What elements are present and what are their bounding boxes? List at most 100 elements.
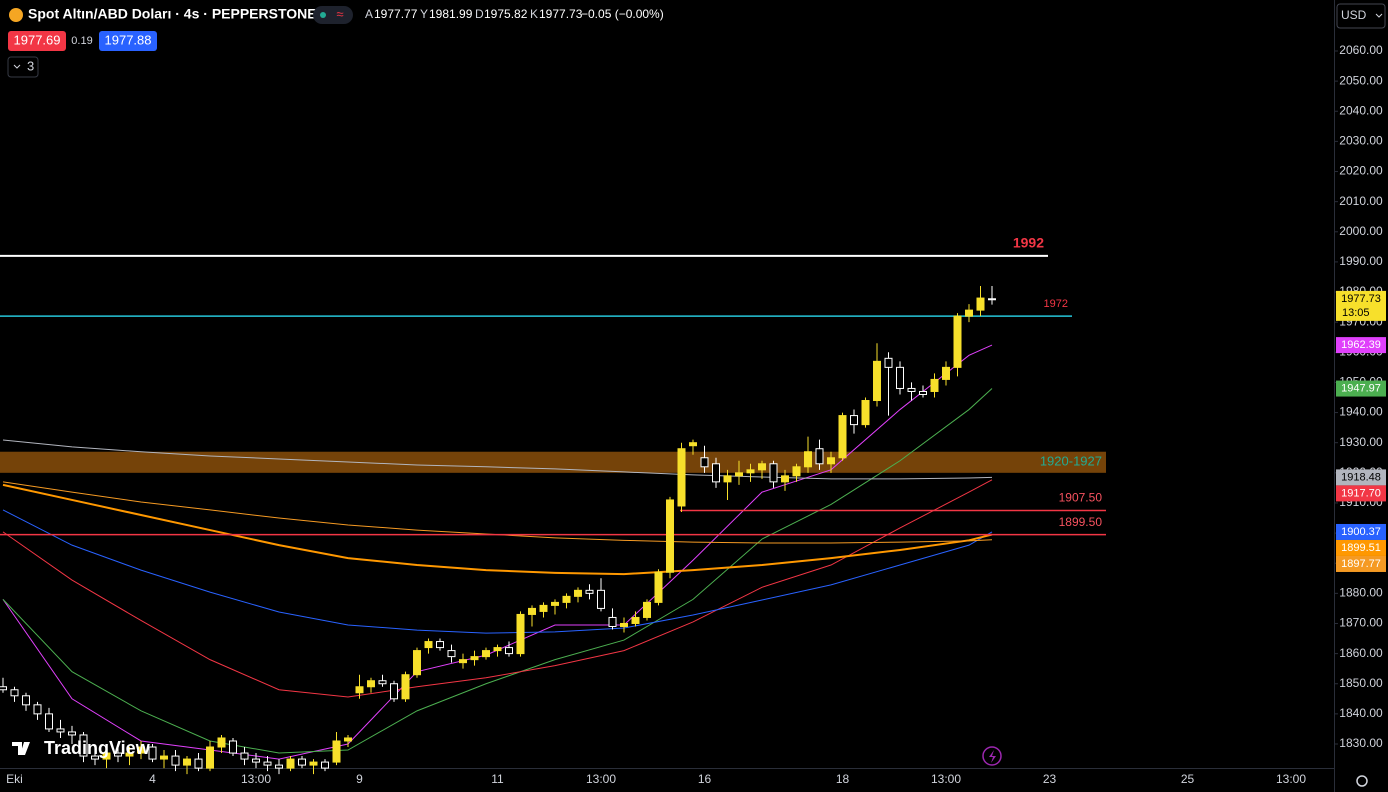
brand: TradingView [44, 738, 151, 758]
settings-icon[interactable] [1356, 775, 1368, 787]
candle-body [160, 755, 168, 760]
candle-body [585, 589, 594, 594]
candle-body [988, 298, 996, 301]
candle-body [482, 650, 490, 658]
candle-body [206, 746, 214, 769]
candle-body [56, 728, 65, 733]
price-tag-label: 1947.97 [1341, 382, 1381, 394]
ohlc-value: 1981.99 [429, 7, 473, 21]
brand-logo [12, 742, 30, 755]
countdown: 13:05 [1342, 307, 1370, 319]
price-tag-label: 1899.51 [1341, 542, 1381, 554]
candle-body [240, 752, 249, 760]
symbol-icon [9, 8, 23, 22]
y-tick-label: 2050.00 [1339, 73, 1383, 87]
bolt [989, 750, 996, 763]
candle-body [263, 761, 272, 766]
ohlc-label: A [365, 7, 373, 21]
chevron [1375, 13, 1383, 18]
candle-body [183, 758, 191, 766]
ohlc-value: 1977.77 [374, 7, 418, 21]
level-label: 1992 [1013, 235, 1044, 251]
candle-body [298, 758, 306, 766]
overlay: Spot Altın/ABD Doları · 4s · PEPPERSTONE… [7, 3, 1386, 787]
x-tick-label: 16 [698, 772, 712, 786]
y-tick-label: 1870.00 [1339, 616, 1383, 630]
chevron [13, 64, 21, 69]
candle-body [827, 457, 835, 465]
candle-body [459, 659, 467, 664]
market-open-dot [320, 12, 326, 18]
y-tick-label: 1990.00 [1339, 254, 1383, 268]
buy-button[interactable] [99, 31, 157, 51]
candle-body [378, 680, 387, 685]
candle-body [344, 737, 352, 742]
alert-icon[interactable] [982, 746, 1002, 766]
currency: USD [1341, 8, 1367, 22]
candle-body [562, 595, 571, 603]
candle-body [838, 415, 847, 459]
candle-body [965, 309, 973, 317]
indicators-toggle[interactable] [7, 56, 39, 78]
y-tick-label: 2030.00 [1339, 134, 1383, 148]
x-tick-label: 25 [1181, 772, 1195, 786]
ohlc-label: Y [420, 7, 428, 21]
candle-body [597, 589, 605, 609]
y-tick-label: 1840.00 [1339, 706, 1383, 720]
price-tag-label: 1917.70 [1341, 487, 1381, 499]
x-tick-label: 13:00 [931, 772, 961, 786]
candle-body [229, 740, 237, 754]
candle-body [45, 713, 53, 730]
candle-body [539, 604, 548, 612]
candle-body [332, 740, 341, 763]
candle-body [22, 695, 30, 706]
x-tick-label: 18 [836, 772, 850, 786]
candle-body [424, 641, 433, 649]
price-tag [1336, 469, 1386, 486]
candle-body [309, 761, 318, 766]
y-tick-label: 1880.00 [1339, 586, 1383, 600]
candle-body [850, 415, 858, 426]
candle-body [907, 387, 916, 392]
candle-body [804, 451, 812, 468]
candle-body [447, 650, 456, 658]
candle-body [551, 601, 559, 606]
candle-body [125, 752, 134, 757]
candle-body [516, 613, 525, 655]
zone [0, 451, 1106, 473]
x-tick-label: 4 [149, 772, 156, 786]
y-tick-label: 1850.00 [1339, 676, 1383, 690]
candle-body [815, 448, 824, 465]
candle-body [252, 758, 260, 763]
candle-body [930, 378, 939, 392]
y-tick-label: 1930.00 [1339, 435, 1383, 449]
candle-body [643, 601, 651, 618]
candle-body [275, 764, 283, 769]
candle-body [689, 442, 697, 447]
candle-body [470, 656, 479, 661]
moving-average [2, 479, 993, 698]
currency-button[interactable] [1336, 3, 1386, 29]
candle-body [114, 752, 122, 757]
price-tag [1336, 380, 1386, 397]
sell-button[interactable] [8, 31, 66, 51]
candle-body [68, 731, 76, 736]
y-tick-label: 1830.00 [1339, 736, 1383, 750]
y-tick-label: 1860.00 [1339, 646, 1383, 660]
zone-label: 1920-1927 [1040, 454, 1102, 469]
x-tick-label: 9 [356, 772, 363, 786]
candle-body [91, 755, 99, 760]
candle-body [919, 390, 927, 395]
moving-average [2, 439, 993, 480]
level-label: 1907.50 [1059, 491, 1103, 505]
candle-body [436, 641, 444, 649]
symbol[interactable]: Spot Altın/ABD Doları · 4s · PEPPERSTONE [28, 6, 317, 22]
candle-body [712, 463, 720, 483]
status-icon: ≈ [336, 6, 343, 21]
status-pill[interactable] [313, 6, 353, 24]
candle-body [942, 366, 950, 380]
candle-body [390, 683, 398, 700]
candle-body [505, 647, 513, 655]
